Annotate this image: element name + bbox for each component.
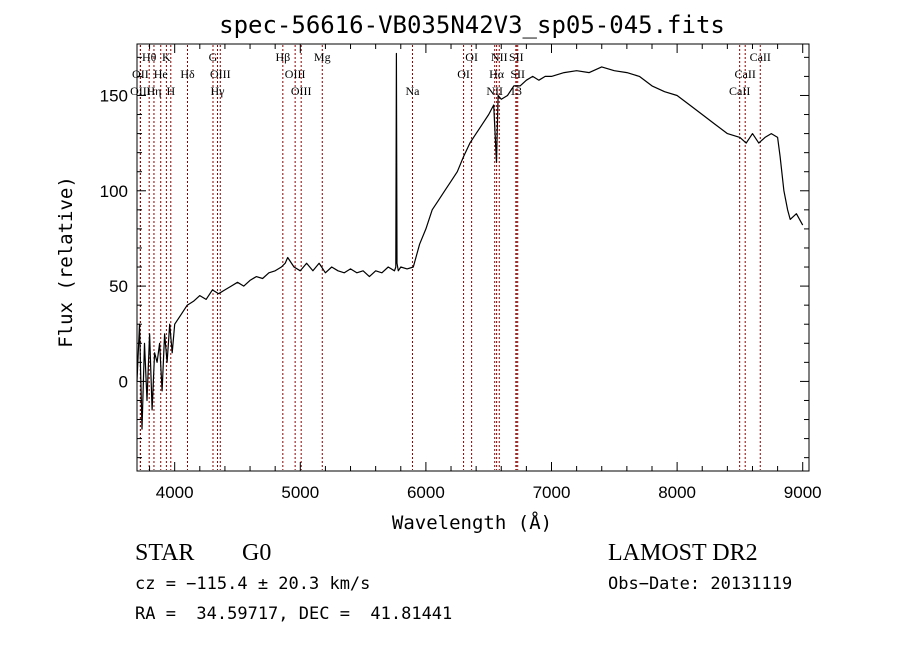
marker-label: Hη — [146, 84, 161, 98]
flux-series — [136, 52, 804, 430]
x-tick-label: 7000 — [533, 483, 571, 502]
x-tick-label: 5000 — [281, 483, 319, 502]
coordinates: RA = 34.59717, DEC = 41.81441 — [135, 604, 453, 624]
survey-label: LAMOST DR2 — [608, 540, 758, 566]
emission-line-markers — [139, 45, 761, 470]
y-tick-label: 50 — [109, 277, 128, 296]
marker-label: Hα — [489, 67, 505, 81]
marker-label: G — [209, 50, 218, 64]
marker-label: OIII — [130, 84, 151, 98]
marker-label: NII — [491, 50, 508, 64]
axis-ticks: 4000 5000 6000 7000 8000 9000 0 50 100 150 — [100, 44, 822, 502]
y-axis-label: Flux (relative) — [55, 176, 77, 348]
x-tick-label: 8000 — [658, 483, 696, 502]
x-tick-label: 9000 — [784, 483, 822, 502]
y-tick-label: 150 — [100, 86, 128, 105]
chart-title: spec-56616-VB035N42V3_sp05-045.fits — [219, 11, 725, 39]
marker-label: CaII — [750, 50, 771, 64]
obs-date: Obs−Date: 20131119 — [608, 574, 793, 594]
marker-label: OI — [457, 67, 470, 81]
marker-label: Hβ — [275, 50, 290, 64]
marker-label: Hγ — [211, 84, 226, 98]
marker-label: OII — [132, 67, 149, 81]
redshift-readout: cz = −115.4 ± 20.3 km/s — [135, 574, 371, 594]
marker-label: H — [166, 84, 175, 98]
class-label: STAR — [135, 540, 195, 566]
x-tick-label: 4000 — [156, 483, 194, 502]
marker-label: Hδ — [180, 67, 195, 81]
plot-frame — [136, 43, 810, 472]
marker-label: K — [162, 50, 171, 64]
marker-label: Na — [405, 84, 420, 98]
marker-label: OIII — [291, 84, 312, 98]
y-tick-label: 100 — [100, 182, 128, 201]
marker-label: Hθ — [142, 50, 157, 64]
marker-label: OIII — [210, 67, 231, 81]
marker-label: CaII — [729, 84, 750, 98]
x-tick-label: 6000 — [407, 483, 445, 502]
subclass-label: G0 — [242, 540, 272, 566]
x-axis-label: Wavelength (Å) — [392, 511, 552, 534]
marker-label: SII — [510, 67, 525, 81]
marker-label: CaII — [735, 67, 756, 81]
marker-label: OIII — [285, 67, 306, 81]
y-tick-label: 0 — [119, 372, 128, 391]
marker-label: Mg — [314, 50, 331, 64]
marker-label: NII — [486, 84, 503, 98]
marker-label: He — [154, 67, 168, 81]
spectrum-line — [136, 52, 804, 430]
marker-label: OI — [465, 50, 478, 64]
marker-label: SII — [509, 50, 524, 64]
